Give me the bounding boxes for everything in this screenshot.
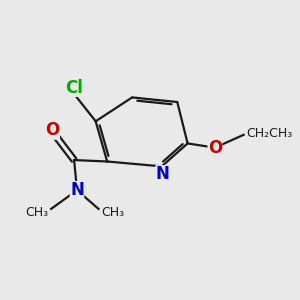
Text: Cl: Cl (65, 79, 83, 97)
Text: CH₂CH₃: CH₂CH₃ (247, 127, 293, 140)
Text: O: O (46, 122, 60, 140)
Text: N: N (156, 165, 170, 183)
Text: CH₃: CH₃ (101, 206, 124, 219)
Text: N: N (70, 181, 84, 199)
Text: CH₃: CH₃ (26, 206, 49, 219)
Text: O: O (208, 139, 222, 157)
